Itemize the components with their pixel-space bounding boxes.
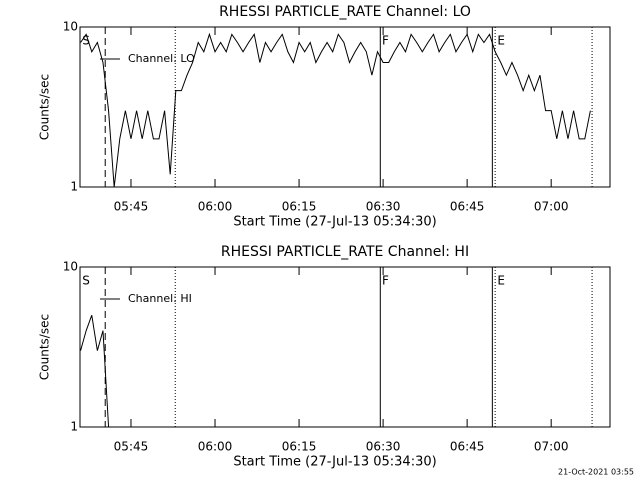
y-tick-label: 10 (63, 260, 78, 274)
x-tick-label: 06:00 (198, 200, 233, 214)
chart-title: RHESSI PARTICLE_RATE Channel: LO (219, 4, 471, 20)
y-tick-label: 1 (70, 420, 78, 434)
x-tick-label: 06:00 (198, 440, 233, 454)
x-tick-label: 05:45 (114, 440, 149, 454)
footer: 21-Oct-2021 03:55 (558, 468, 634, 477)
x-tick-label: 06:30 (366, 440, 401, 454)
marker-label: E (497, 274, 505, 288)
marker-label: S (82, 34, 90, 48)
x-axis-label: Start Time (27-Jul-13 05:34:30) (233, 455, 436, 470)
y-tick-label: 10 (63, 20, 78, 34)
y-tick-label: 1 (70, 180, 78, 194)
legend-label: Channel: LO (128, 52, 195, 65)
marker-label: S (82, 274, 90, 288)
data-line (80, 32, 591, 188)
data-line (80, 314, 110, 428)
plot-frame (79, 26, 611, 188)
x-tick-label: 06:45 (450, 200, 485, 214)
x-tick-label: 06:45 (450, 440, 485, 454)
x-tick-label: 06:15 (282, 200, 317, 214)
legend-label: Channel: HI (128, 292, 192, 305)
marker-label: E (497, 34, 505, 48)
marker-label: F (382, 34, 389, 48)
y-axis-label: Counts/sec (38, 74, 52, 140)
chart-title: RHESSI PARTICLE_RATE Channel: HI (221, 244, 469, 260)
x-tick-label: 07:00 (534, 440, 569, 454)
plot-frame (79, 266, 611, 428)
x-tick-label: 07:00 (534, 200, 569, 214)
x-tick-label: 06:30 (366, 200, 401, 214)
marker-label: F (382, 274, 389, 288)
x-axis-label: Start Time (27-Jul-13 05:34:30) (233, 215, 436, 230)
x-tick-label: 06:15 (282, 440, 317, 454)
y-axis-label: Counts/sec (38, 314, 52, 380)
x-tick-label: 05:45 (114, 200, 149, 214)
